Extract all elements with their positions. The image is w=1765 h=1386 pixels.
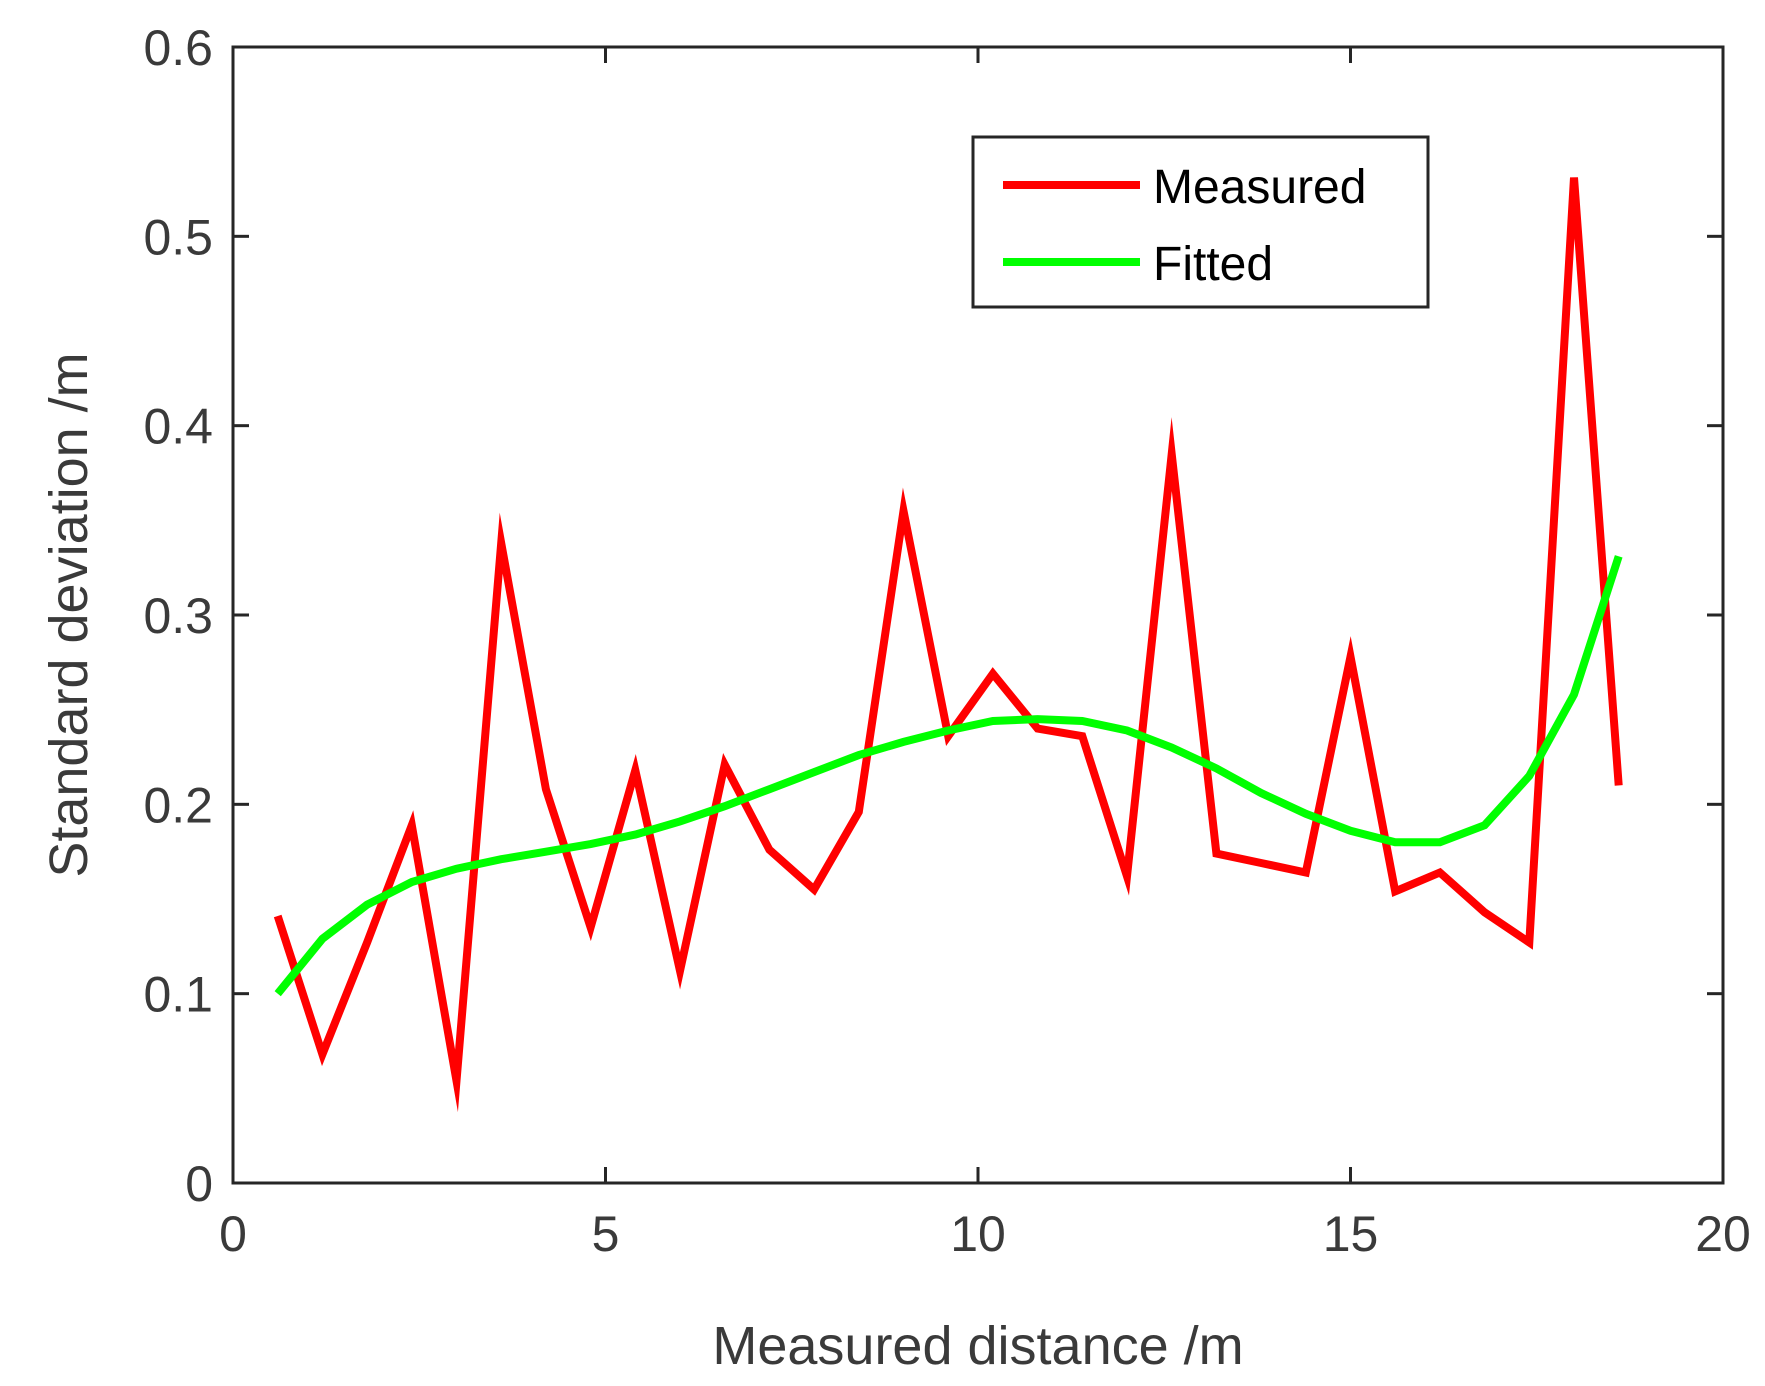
legend-label-fitted: Fitted <box>1153 238 1273 291</box>
series-line-measured <box>273 177 1623 1113</box>
legend-label-measured: Measured <box>1153 161 1366 214</box>
y-tick-label: 0 <box>185 1156 213 1212</box>
y-tick-label: 0.1 <box>143 967 213 1023</box>
series-line-fitted <box>274 555 1623 997</box>
x-tick-label: 5 <box>592 1206 620 1262</box>
legend: Measured Fitted <box>971 135 1430 309</box>
legend-box <box>971 135 1430 309</box>
plot-frame <box>231 45 1725 1185</box>
x-tick-label: 10 <box>950 1206 1006 1262</box>
y-tick-label: 0.2 <box>143 777 213 833</box>
x-axis-label: Measured distance /m <box>712 1316 1243 1376</box>
y-tick-label: 0.4 <box>143 399 213 455</box>
x-tick-label: 15 <box>1323 1206 1379 1262</box>
y-tick-label: 0.5 <box>143 209 213 265</box>
x-tick-label: 20 <box>1695 1206 1751 1262</box>
tick-labels-layer: 0 5 10 15 20 0 0.1 0.2 0.3 0.4 0.5 0.6 <box>143 20 1750 1262</box>
y-tick-label: 0.3 <box>143 588 213 644</box>
x-tick-label: 0 <box>219 1206 247 1262</box>
series-layer <box>273 177 1623 1113</box>
y-axis-label: Standard deviation /m <box>39 352 99 877</box>
y-tick-label: 0.6 <box>143 20 213 76</box>
